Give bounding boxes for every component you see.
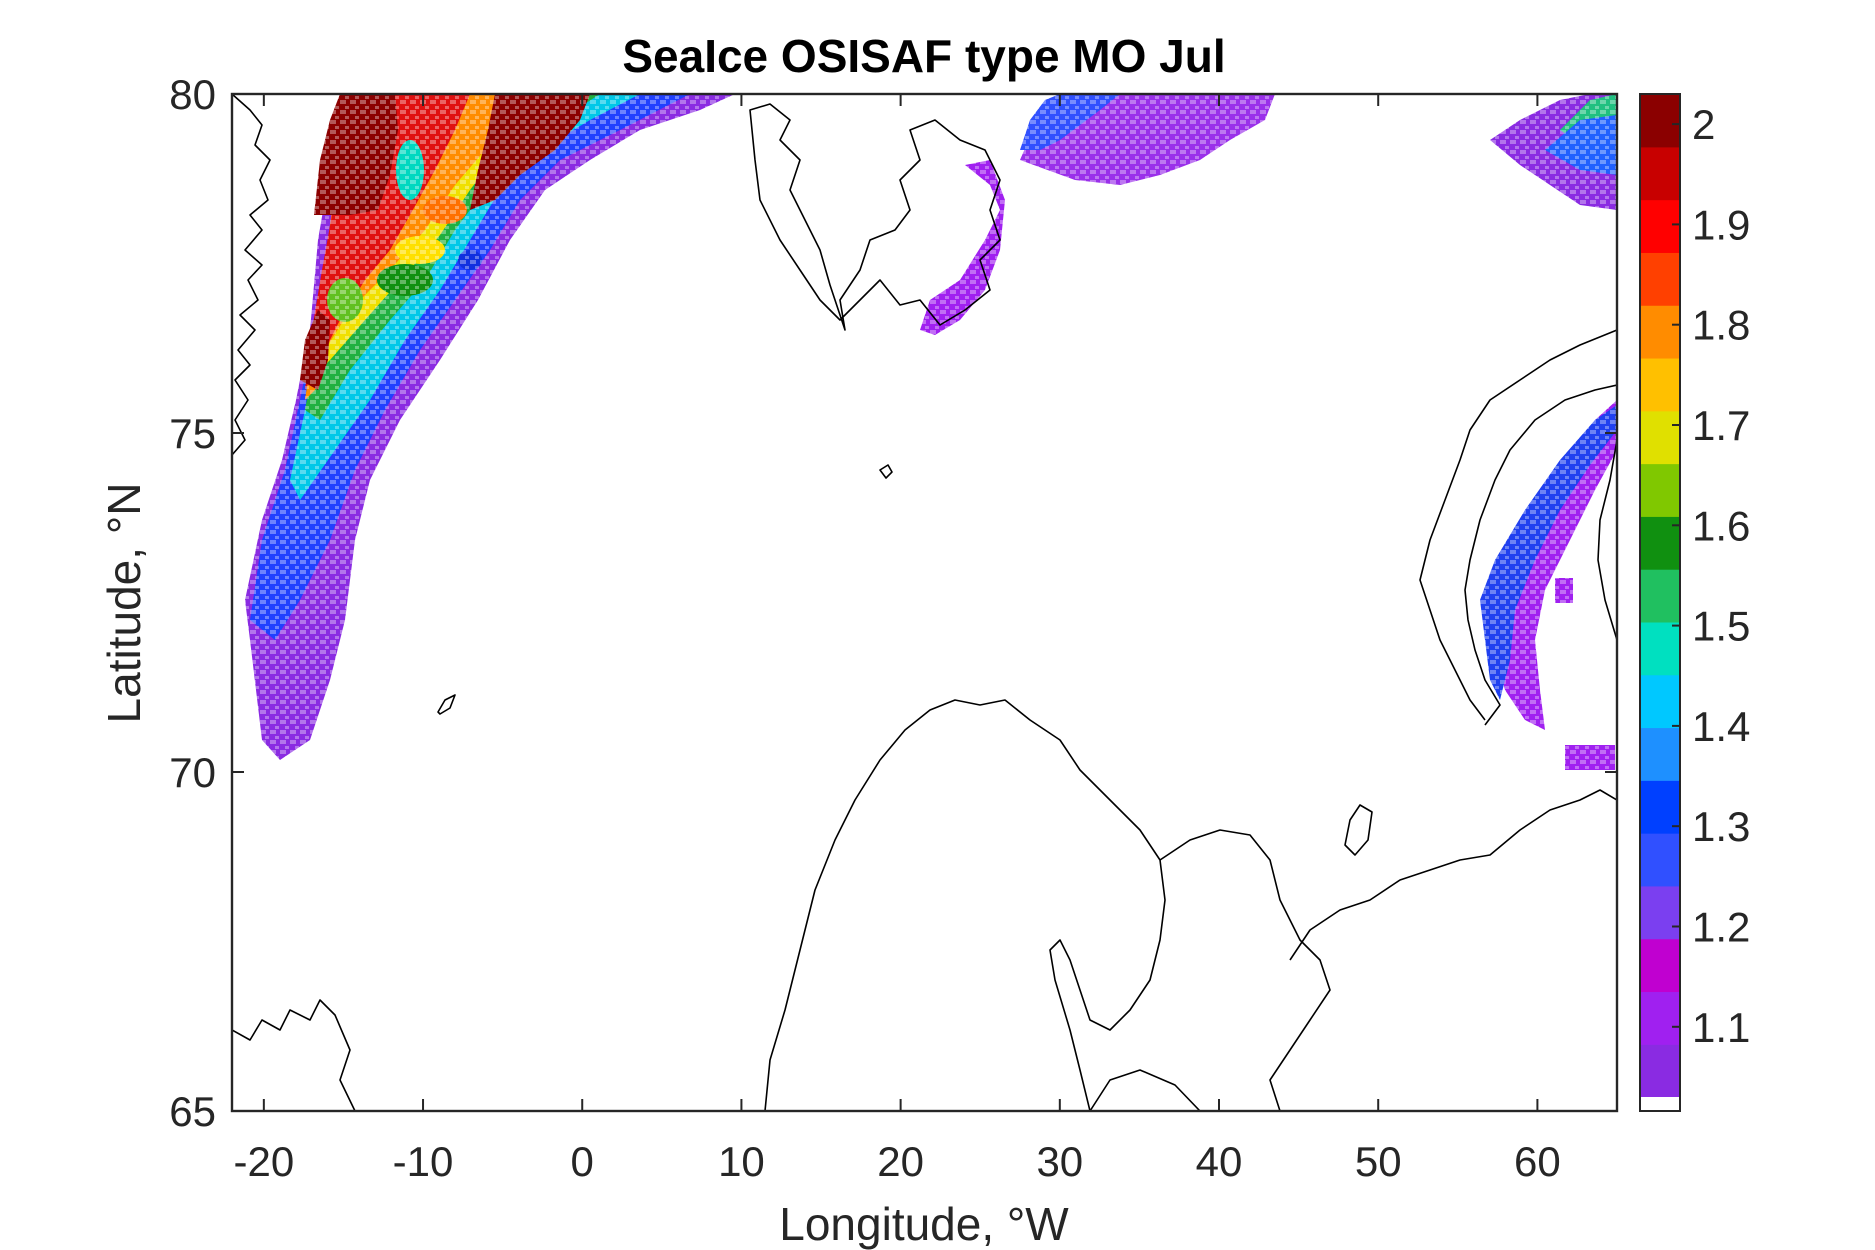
- colorbar-frame: [1639, 93, 1681, 1112]
- colorbar-segment: [1640, 621, 1680, 676]
- coast-novaya-zemlya: [1419, 329, 1617, 721]
- x-tick-label: 0: [571, 1138, 594, 1185]
- coast-baltic: [1089, 1069, 1201, 1111]
- colorbar-tick-label: 1.3: [1692, 803, 1750, 850]
- x-tick-label: 50: [1355, 1138, 1402, 1185]
- x-axis: -20 -10 0 10 20 30 40 50 60: [233, 94, 1561, 1185]
- x-tick-label: 40: [1196, 1138, 1243, 1185]
- colorbar-tick-label: 1.7: [1692, 402, 1750, 449]
- colorbar-nodata-segment: [1640, 1097, 1680, 1111]
- chart-title: SeaIce OSISAF type MO Jul: [622, 30, 1225, 82]
- coast-bear-island: [879, 464, 893, 479]
- colorbar-segment: [1640, 146, 1680, 201]
- sea-ice-field: [232, 94, 1617, 1111]
- colorbar-tick-label: 2: [1692, 101, 1715, 148]
- colorbar-segment: [1640, 991, 1680, 1045]
- coast-svalbard: [749, 103, 1001, 331]
- colorbar-segment: [1640, 252, 1680, 306]
- y-tick-label: 70: [169, 749, 216, 796]
- colorbar-segment: [1640, 305, 1680, 359]
- colorbar-segment: [1640, 780, 1680, 834]
- colorbar-tick-label: 1.6: [1692, 502, 1750, 549]
- coast-scandinavia: [764, 699, 1166, 1111]
- colorbar-tick-label: 1.5: [1692, 603, 1750, 650]
- colorbar-segment: [1640, 569, 1680, 623]
- coast-novaya-zemlya-east: [1464, 384, 1617, 726]
- colorbar: 1.1 1.2 1.3 1.4 1.5 1.6 1.7 1.8 1.9 2: [1639, 93, 1750, 1112]
- coast-kola: [1159, 829, 1331, 1111]
- x-axis-label: Longitude, °W: [779, 1198, 1069, 1250]
- colorbar-segment: [1640, 885, 1680, 940]
- y-tick-label: 80: [169, 71, 216, 118]
- ice-speckle-overlay: [232, 94, 1617, 1111]
- coast-kanin: [1344, 804, 1373, 856]
- coast-yamal: [1597, 439, 1617, 641]
- y-axis-label: Latitude, °N: [98, 483, 150, 724]
- colorbar-segment: [1640, 463, 1680, 517]
- coastlines: [232, 94, 1617, 1111]
- x-tick-label: 20: [877, 1138, 924, 1185]
- colorbar-tick-label: 1.9: [1692, 201, 1750, 248]
- x-tick-label: -10: [393, 1138, 454, 1185]
- colorbar-segment: [1640, 938, 1680, 993]
- colorbar-segment: [1640, 727, 1680, 781]
- y-tick-label: 65: [169, 1088, 216, 1135]
- colorbar-segment: [1640, 199, 1680, 253]
- coast-greenland-south: [232, 999, 356, 1111]
- colorbar-tick-label: 1.1: [1692, 1004, 1750, 1051]
- x-tick-label: 30: [1036, 1138, 1083, 1185]
- plot-frame: [230, 92, 1619, 1113]
- colorbar-tick-label: 1.8: [1692, 302, 1750, 349]
- y-tick-label: 75: [169, 410, 216, 457]
- colorbar-segment: [1640, 410, 1680, 465]
- coast-jan-mayen: [437, 694, 456, 715]
- plot-area: [230, 92, 1619, 1113]
- colorbar-tick-label: 1.2: [1692, 903, 1750, 950]
- colorbar-segment: [1640, 1044, 1680, 1098]
- x-tick-label: -20: [233, 1138, 294, 1185]
- coast-greenland: [232, 94, 271, 456]
- x-tick-label: 10: [718, 1138, 765, 1185]
- colorbar-segment: [1640, 94, 1680, 148]
- x-tick-label: 60: [1514, 1138, 1561, 1185]
- y-axis: 65 70 75 80: [169, 71, 1617, 1135]
- coast-white-sea: [1289, 789, 1617, 961]
- colorbar-segment: [1640, 833, 1680, 887]
- colorbar-segment: [1640, 357, 1680, 412]
- colorbar-tick-label: 1.4: [1692, 703, 1750, 750]
- colorbar-segment: [1640, 674, 1680, 729]
